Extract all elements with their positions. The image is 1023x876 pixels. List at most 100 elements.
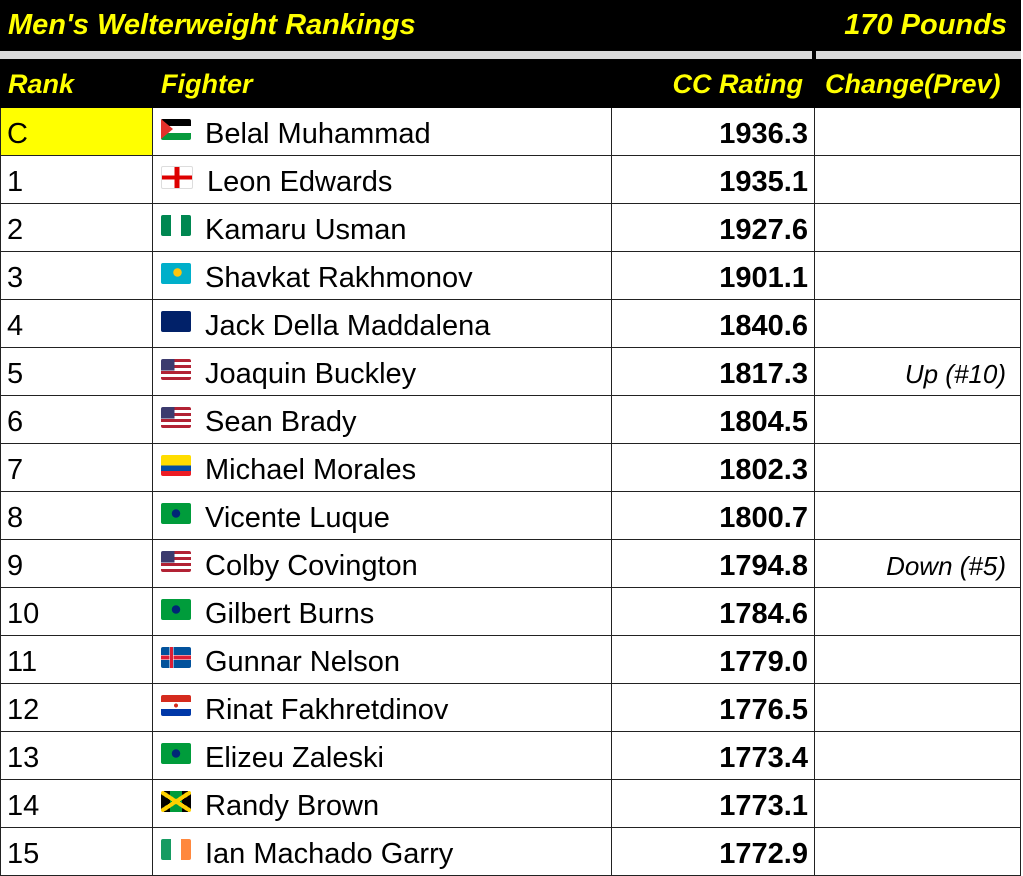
england-flag-icon [161, 166, 193, 189]
rating-value: 1927.6 [719, 214, 808, 246]
fighter-cell: Elizeu Zaleski [153, 732, 612, 779]
fighter-name: Rinat Fakhretdinov [205, 694, 449, 726]
rating-value: 1817.3 [719, 358, 808, 390]
change-cell [815, 588, 1021, 635]
fighter-name: Randy Brown [205, 790, 380, 822]
table-row: 2 Kamaru Usman 1927.6 [0, 204, 1021, 252]
rating-cell: 1794.8 [612, 540, 815, 587]
rating-value: 1773.4 [719, 742, 808, 774]
rating-cell: 1773.1 [612, 780, 815, 827]
rating-cell: 1901.1 [612, 252, 815, 299]
rank-cell: 6 [0, 396, 153, 443]
rating-cell: 1927.6 [612, 204, 815, 251]
rank-cell: 11 [0, 636, 153, 683]
rank-cell: 14 [0, 780, 153, 827]
fighter-name: Leon Edwards [207, 166, 393, 198]
table-row: 3 Shavkat Rakhmonov 1901.1 [0, 252, 1021, 300]
fighter-name: Kamaru Usman [205, 214, 407, 246]
divider-band [0, 50, 1021, 60]
change-cell [815, 204, 1021, 251]
table-row: C Belal Muhammad 1936.3 [0, 108, 1021, 156]
change-cell [815, 684, 1021, 731]
table-row: 12 Rinat Fakhretdinov 1776.5 [0, 684, 1021, 732]
fighter-cell: Colby Covington [153, 540, 612, 587]
change-cell [815, 636, 1021, 683]
table-row: 9 Colby Covington 1794.8 Down (#5) [0, 540, 1021, 588]
fighter-cell: Gunnar Nelson [153, 636, 612, 683]
rank-cell: 15 [0, 828, 153, 875]
rating-cell: 1800.7 [612, 492, 815, 539]
rank-cell: 4 [0, 300, 153, 347]
table-row: 6 Sean Brady 1804.5 [0, 396, 1021, 444]
fighter-name: Elizeu Zaleski [205, 742, 384, 774]
rating-value: 1779.0 [719, 646, 808, 678]
jamaica-flag-icon [161, 791, 191, 812]
australia-flag-icon [161, 311, 191, 332]
rank-value: 4 [7, 310, 24, 342]
rating-value: 1794.8 [719, 550, 808, 582]
fighter-cell: Jack Della Maddalena [153, 300, 612, 347]
rating-value: 1840.6 [719, 310, 808, 342]
fighter-name: Colby Covington [205, 550, 418, 582]
header-row: Rank Fighter CC Rating Change(Prev) [0, 60, 1021, 108]
rank-cell: 8 [0, 492, 153, 539]
fighter-name: Gilbert Burns [205, 598, 375, 630]
table-row: 15 Ian Machado Garry 1772.9 [0, 828, 1021, 876]
rank-value: 9 [7, 550, 24, 582]
table-row: 8 Vicente Luque 1800.7 [0, 492, 1021, 540]
change-value: Down (#5) [886, 551, 1006, 581]
rank-cell: 10 [0, 588, 153, 635]
rank-cell: 9 [0, 540, 153, 587]
change-cell [815, 300, 1021, 347]
rank-cell: 3 [0, 252, 153, 299]
rank-value: 7 [7, 454, 24, 486]
rating-cell: 1817.3 [612, 348, 815, 395]
rating-value: 1784.6 [719, 598, 808, 630]
rank-value: 2 [7, 214, 24, 246]
rating-cell: 1773.4 [612, 732, 815, 779]
change-cell [815, 252, 1021, 299]
rank-cell: 7 [0, 444, 153, 491]
fighter-name: Sean Brady [205, 406, 357, 438]
rating-value: 1936.3 [719, 118, 808, 150]
change-cell [815, 780, 1021, 827]
nigeria-flag-icon [161, 215, 191, 236]
rating-cell: 1802.3 [612, 444, 815, 491]
ecuador-flag-icon [161, 455, 191, 476]
rank-value: C [7, 118, 28, 150]
rating-value: 1772.9 [719, 838, 808, 870]
rank-value: 6 [7, 406, 24, 438]
header-rating: CC Rating [672, 68, 804, 99]
fighter-name: Ian Machado Garry [205, 838, 454, 870]
change-cell: Up (#10) [815, 348, 1021, 395]
change-cell: Down (#5) [815, 540, 1021, 587]
header-change: Change(Prev) [825, 68, 1001, 99]
ireland-flag-icon [161, 839, 191, 860]
title-bar: Men's Welterweight Rankings 170 Pounds [0, 0, 1021, 50]
rank-cell: 1 [0, 156, 153, 203]
rating-cell: 1776.5 [612, 684, 815, 731]
table-row: 13 Elizeu Zaleski 1773.4 [0, 732, 1021, 780]
fighter-cell: Gilbert Burns [153, 588, 612, 635]
table-row: 4 Jack Della Maddalena 1840.6 [0, 300, 1021, 348]
change-cell [815, 444, 1021, 491]
rank-cell: 12 [0, 684, 153, 731]
rating-value: 1802.3 [719, 454, 808, 486]
rank-value: 15 [7, 838, 40, 870]
fighter-cell: Michael Morales [153, 444, 612, 491]
usa-flag-icon [161, 551, 191, 572]
fighter-cell: Sean Brady [153, 396, 612, 443]
rank-value: 5 [7, 358, 24, 390]
fighter-name: Joaquin Buckley [205, 358, 417, 390]
table-row: 5 Joaquin Buckley 1817.3 Up (#10) [0, 348, 1021, 396]
fighter-cell: Leon Edwards [153, 156, 612, 203]
usa-flag-icon [161, 407, 191, 428]
change-cell [815, 492, 1021, 539]
fighter-cell: Belal Muhammad [153, 108, 612, 155]
rank-value: 12 [7, 694, 40, 726]
usa-flag-icon [161, 359, 191, 380]
rating-value: 1935.1 [719, 166, 808, 198]
fighter-name: Gunnar Nelson [205, 646, 401, 678]
header-fighter: Fighter [161, 68, 253, 99]
